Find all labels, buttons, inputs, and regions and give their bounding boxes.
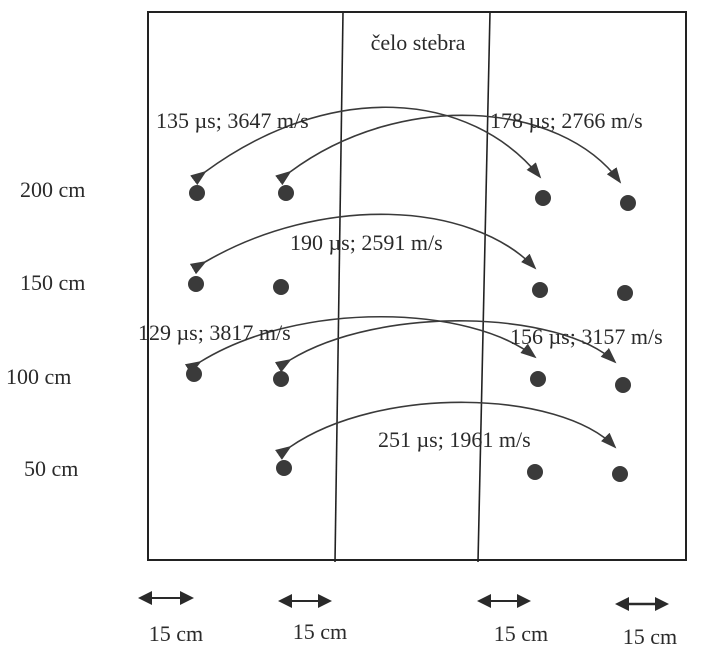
measurement-points bbox=[186, 185, 636, 482]
arc-156us bbox=[274, 320, 617, 373]
point-50-c bbox=[527, 464, 543, 480]
point-150-a bbox=[188, 276, 204, 292]
arc-135us bbox=[190, 106, 542, 186]
height-label-50: 50 cm bbox=[24, 456, 78, 481]
point-100-c bbox=[530, 371, 546, 387]
point-150-b bbox=[273, 279, 289, 295]
arc-178us bbox=[275, 114, 622, 186]
measurement-label-135us: 135 µs; 3647 m/s bbox=[156, 108, 309, 133]
point-200-d bbox=[620, 195, 636, 211]
measurement-label-156us: 156 µs; 3157 m/s bbox=[510, 324, 663, 349]
measurement-arcs bbox=[184, 106, 622, 460]
point-200-a bbox=[189, 185, 205, 201]
height-label-200: 200 cm bbox=[20, 177, 85, 202]
point-150-d bbox=[617, 285, 633, 301]
arc-251us bbox=[275, 401, 617, 460]
point-50-b bbox=[276, 460, 292, 476]
measurement-label-178us: 178 µs; 2766 m/s bbox=[490, 108, 643, 133]
point-200-b bbox=[278, 185, 294, 201]
point-100-d bbox=[615, 377, 631, 393]
spacing-arrows bbox=[138, 591, 669, 611]
measurement-label-190us: 190 µs; 2591 m/s bbox=[290, 230, 443, 255]
spacing-label-4: 15 cm bbox=[623, 624, 677, 649]
measurement-label-251us: 251 µs; 1961 m/s bbox=[378, 427, 531, 452]
spacing-label-1: 15 cm bbox=[149, 621, 203, 646]
arc-129us bbox=[184, 315, 537, 375]
arc-190us bbox=[189, 213, 537, 275]
spacing-arrow-2 bbox=[278, 594, 332, 608]
height-label-100: 100 cm bbox=[6, 364, 71, 389]
point-200-c bbox=[535, 190, 551, 206]
point-150-c bbox=[532, 282, 548, 298]
spacing-arrow-3 bbox=[477, 594, 531, 608]
column-face-title: čelo stebra bbox=[371, 30, 466, 55]
spacing-arrow-1 bbox=[138, 591, 194, 605]
point-50-d bbox=[612, 466, 628, 482]
spacing-arrow-4 bbox=[615, 597, 669, 611]
spacing-label-2: 15 cm bbox=[293, 619, 347, 644]
point-100-a bbox=[186, 366, 202, 382]
column-face-left-edge bbox=[334, 11, 344, 563]
point-100-b bbox=[273, 371, 289, 387]
column-face-right-edge bbox=[477, 11, 491, 563]
height-label-150: 150 cm bbox=[20, 270, 85, 295]
spacing-label-3: 15 cm bbox=[494, 621, 548, 646]
measurement-label-129us: 129 µs; 3817 m/s bbox=[138, 320, 291, 345]
column-outline bbox=[147, 11, 687, 561]
